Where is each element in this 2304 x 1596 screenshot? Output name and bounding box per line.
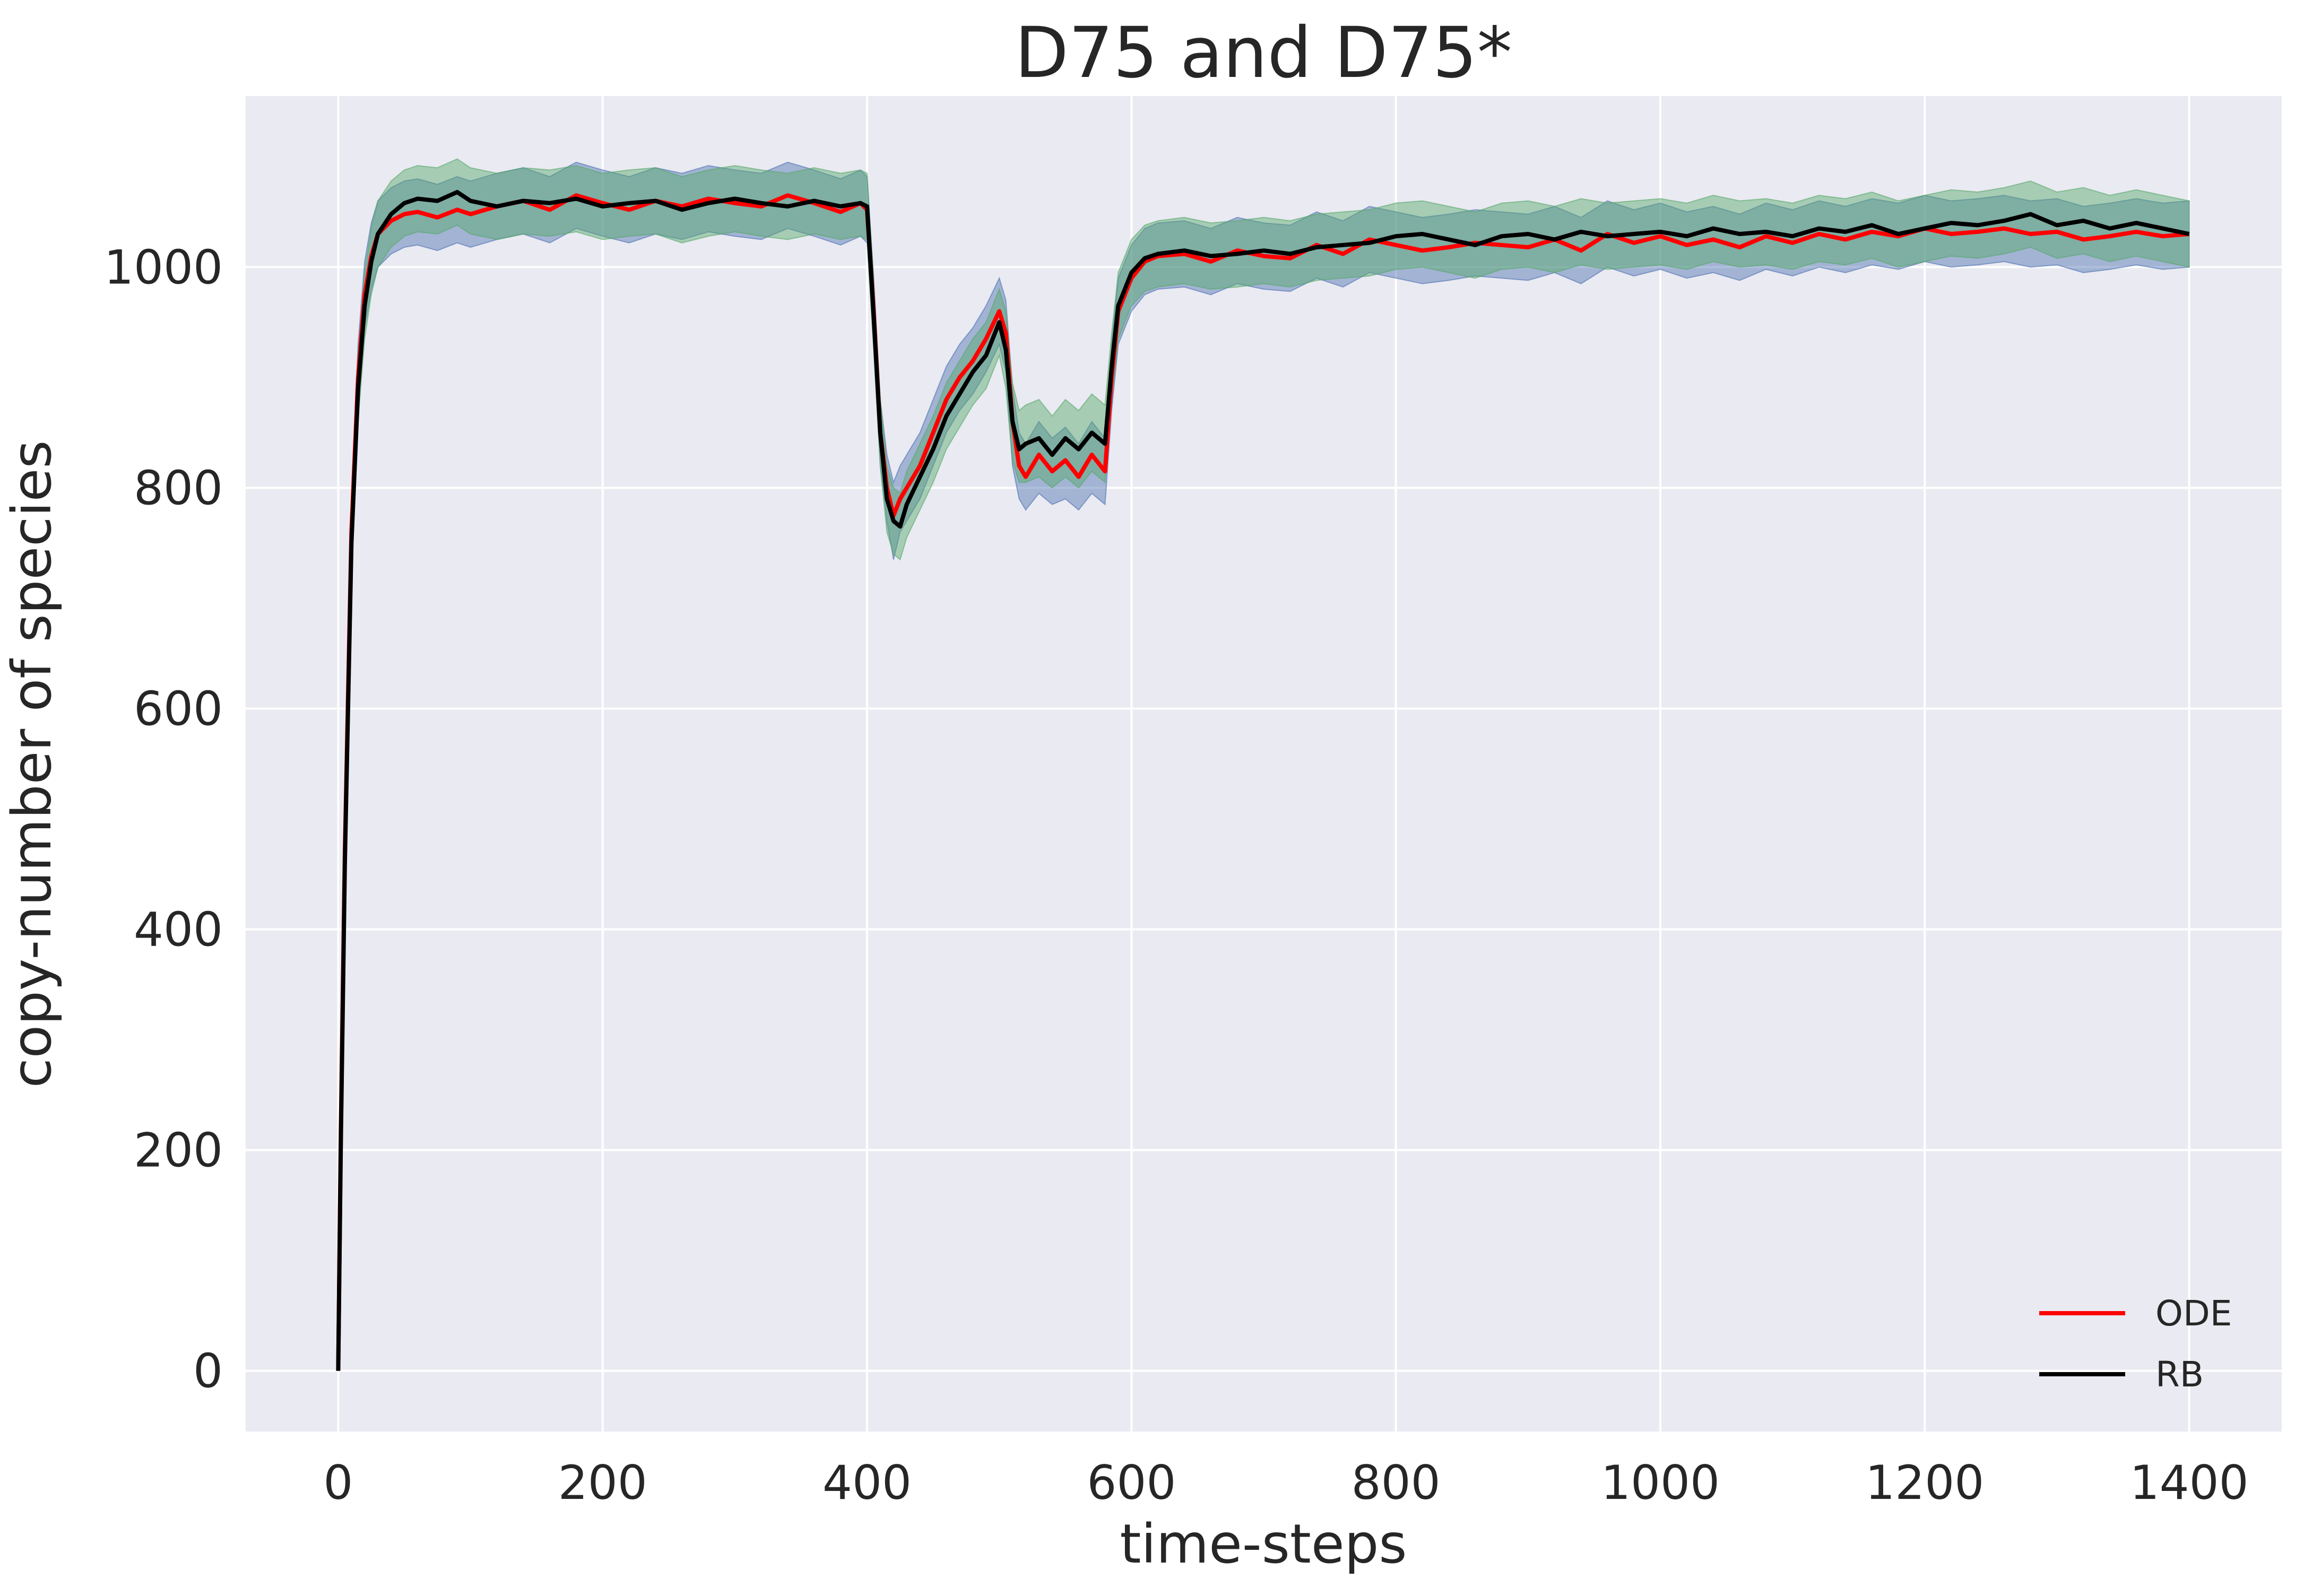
y-tick-label: 1000: [104, 240, 223, 294]
grid-lines: [246, 96, 2282, 1432]
x-tick-label: 1000: [1601, 1455, 1720, 1510]
x-tick-label: 600: [1087, 1455, 1176, 1510]
plot-background: [246, 96, 2282, 1432]
y-axis-label: copy-number of species: [1, 440, 64, 1088]
chart-title: D75 and D75*: [1015, 12, 1512, 94]
legend-label-ode: ODE: [2155, 1293, 2232, 1334]
x-axis-ticks: 0 200 400 600 800 1000 1200 1400: [323, 1455, 2248, 1510]
x-axis-label: time-steps: [1120, 1513, 1407, 1576]
y-tick-label: 400: [134, 903, 223, 957]
x-tick-label: 200: [558, 1455, 647, 1510]
y-tick-label: 200: [134, 1123, 223, 1178]
y-axis-ticks: 0 200 400 600 800 1000: [104, 240, 223, 1398]
series-lines: [336, 190, 2190, 1371]
x-tick-label: 1400: [2130, 1455, 2249, 1510]
y-tick-label: 800: [134, 461, 223, 515]
y-tick-label: 600: [134, 681, 223, 736]
series-line-ode: [336, 193, 2189, 1371]
x-tick-label: 800: [1352, 1455, 1441, 1510]
series-line-rb: [336, 190, 2190, 1371]
legend: ODE RB: [2039, 1293, 2232, 1395]
x-tick-label: 1200: [1865, 1455, 1984, 1510]
x-tick-label: 0: [323, 1455, 353, 1510]
x-tick-label: 400: [822, 1455, 912, 1510]
legend-label-rb: RB: [2155, 1354, 2204, 1395]
y-tick-label: 0: [193, 1344, 223, 1399]
